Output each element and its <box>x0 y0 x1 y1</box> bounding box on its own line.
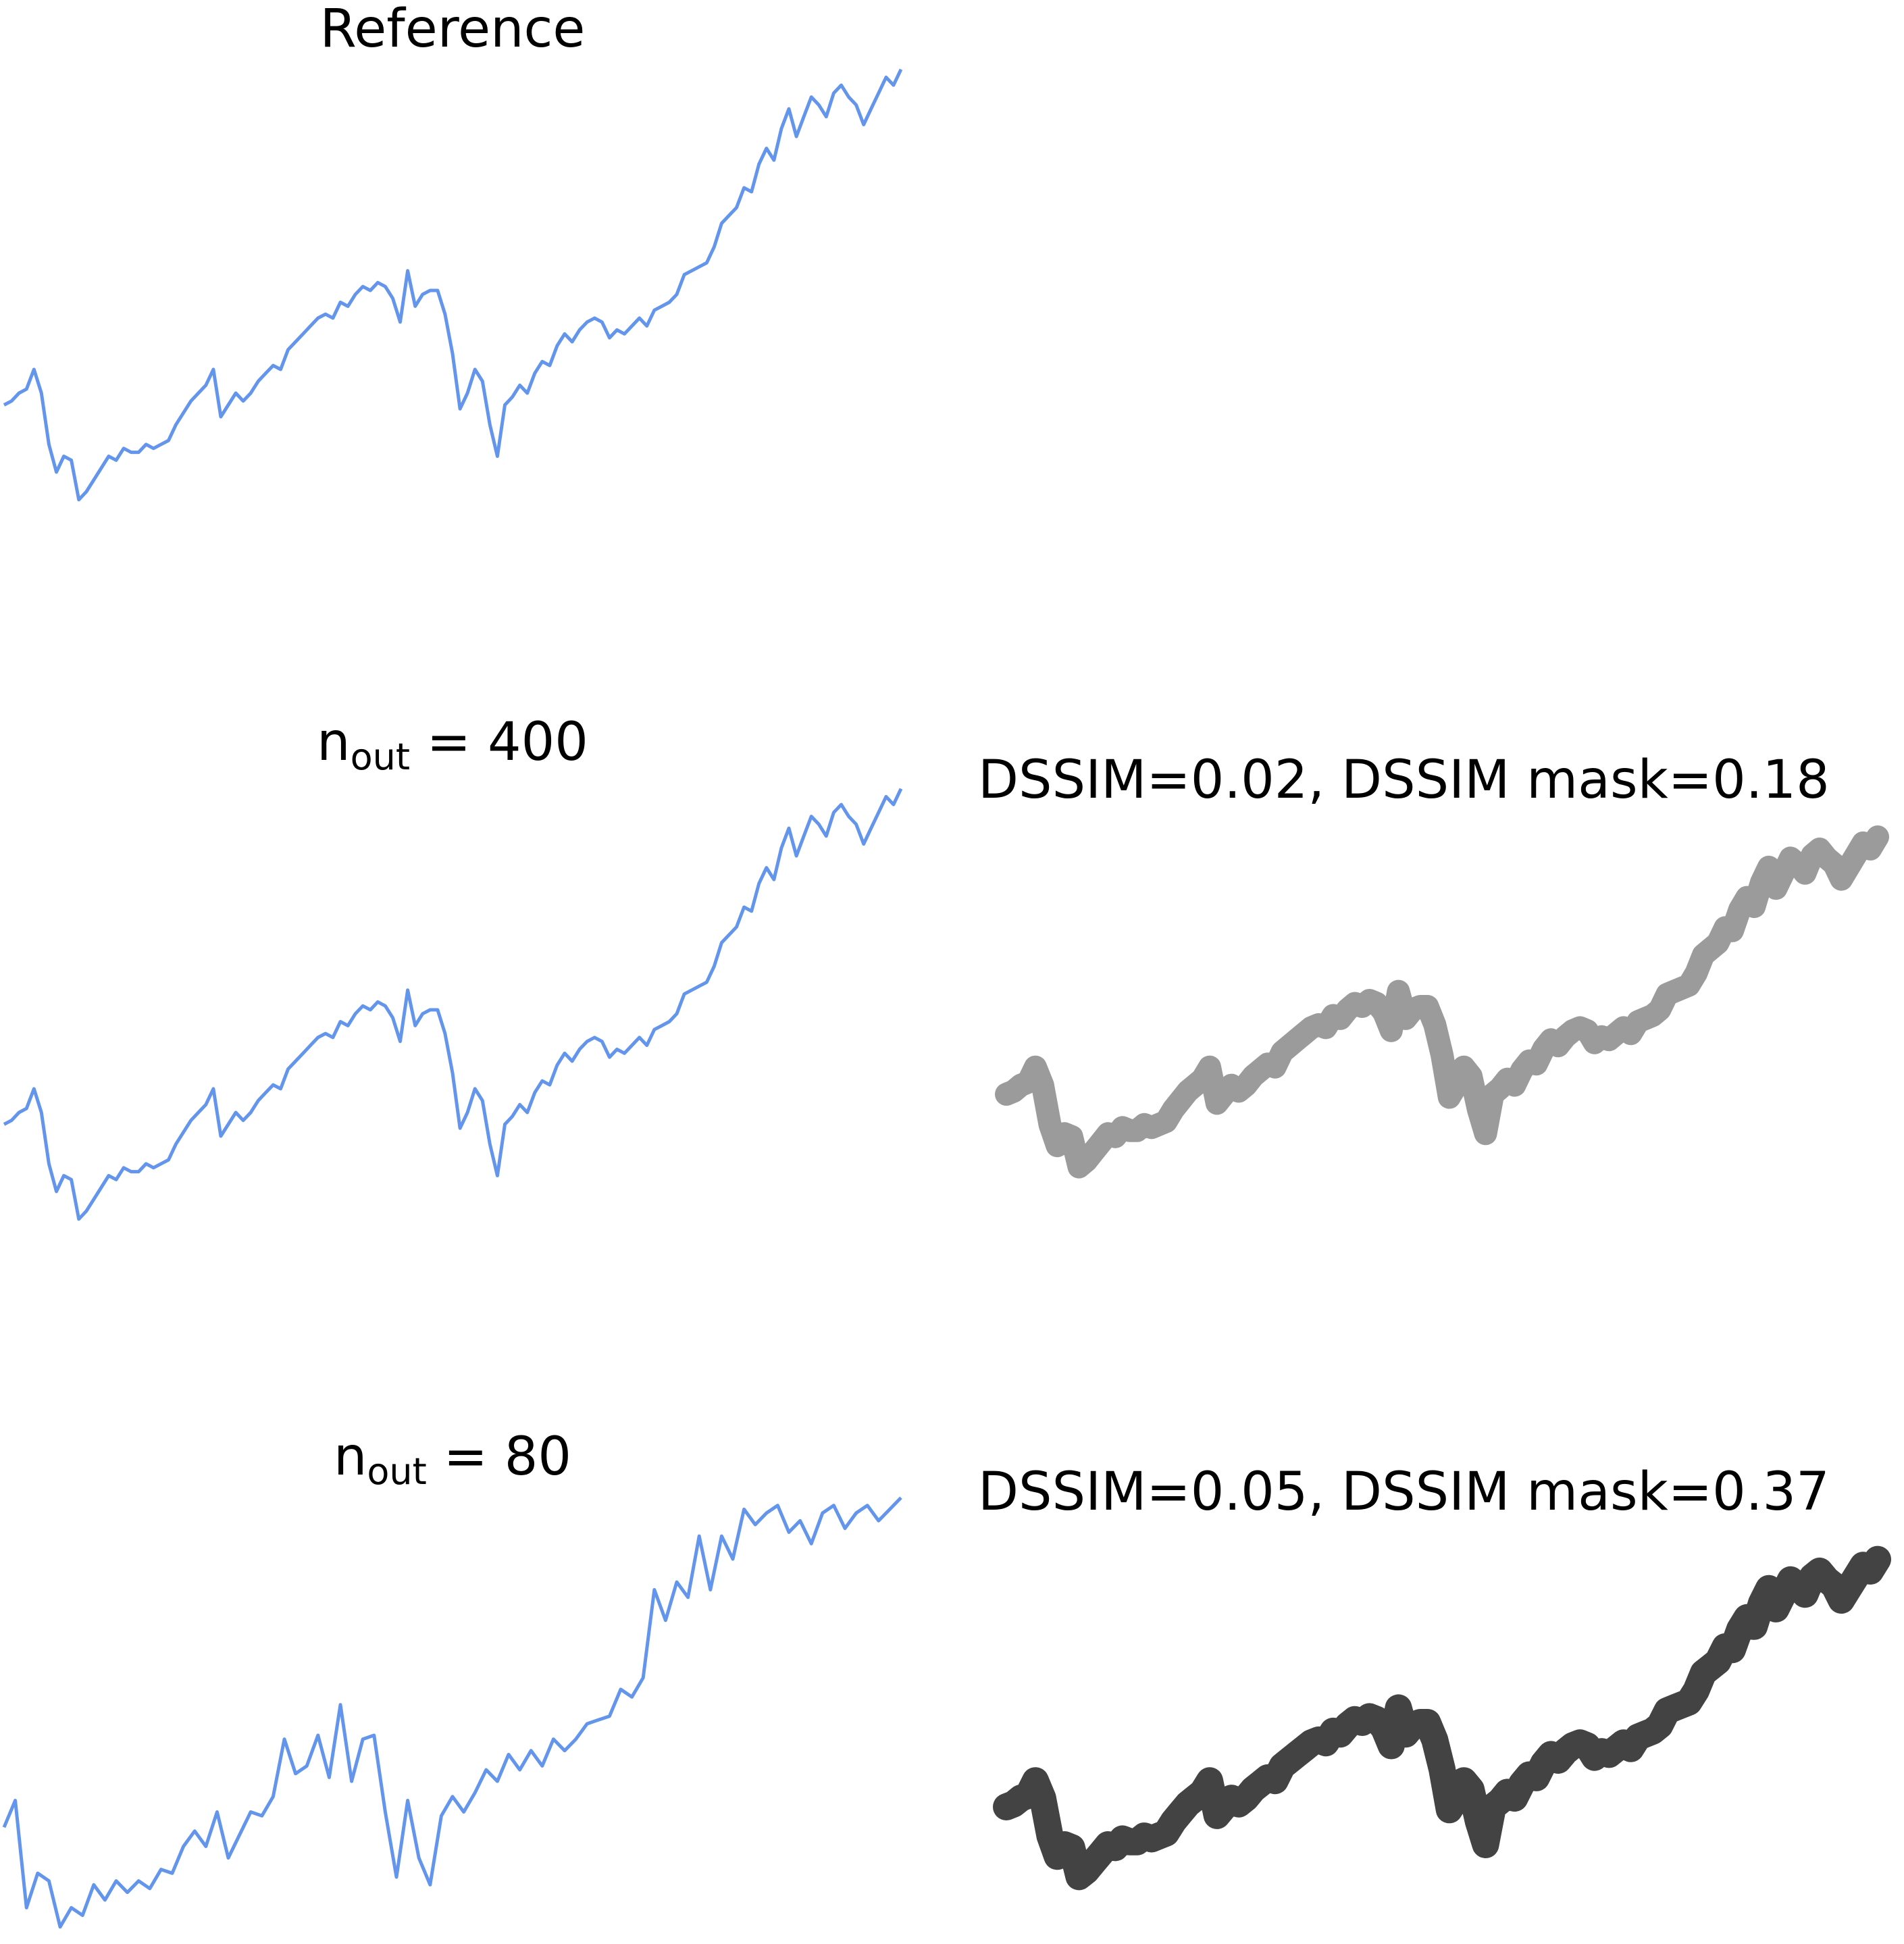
n400-dssim-mask <box>995 825 1889 1179</box>
n400-title: nout = 400 <box>0 716 905 775</box>
reference-series-line <box>3 68 903 502</box>
n80-mask-band <box>993 1545 1891 1891</box>
n80-title-sub: out <box>367 1450 427 1493</box>
n80-dssim-mask <box>993 1545 1891 1891</box>
n80-title-main: n <box>333 1427 367 1487</box>
reference-title: Reference <box>0 3 905 55</box>
n400-title-main: n <box>317 712 351 773</box>
n400-series-line <box>3 788 903 1221</box>
n80-series-line <box>2 1496 902 1929</box>
n80-title: nout = 80 <box>0 1431 905 1490</box>
n80-title-rest: = 80 <box>426 1427 572 1487</box>
n80-metric: DSSIM=0.05, DSSIM mask=0.37 <box>978 1462 1830 1523</box>
n400-title-sub: out <box>350 736 411 778</box>
n80-line-chart <box>2 1496 902 1929</box>
n400-metric: DSSIM=0.02, DSSIM mask=0.18 <box>978 750 1830 811</box>
reference-line-chart <box>3 68 903 502</box>
reference-title-text: Reference <box>319 0 586 59</box>
n400-line-chart <box>3 788 903 1221</box>
n400-title-rest: = 400 <box>410 712 588 773</box>
n400-mask-band <box>995 825 1889 1179</box>
